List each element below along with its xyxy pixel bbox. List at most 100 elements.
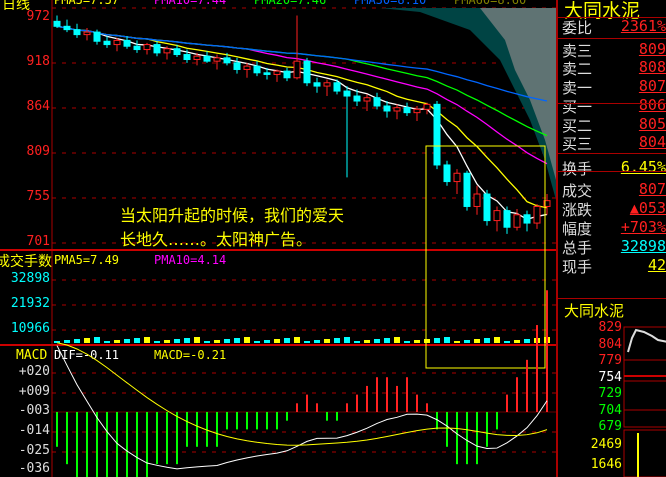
mini-axis-label: 679 <box>598 419 622 434</box>
volume-bar <box>114 340 120 343</box>
volume-bar <box>304 341 310 343</box>
candle <box>483 189 491 226</box>
volume-bar <box>504 341 510 343</box>
volume-pma5: PMA5=7.49 <box>54 253 120 267</box>
volume-bar <box>404 341 410 343</box>
volume-bar <box>144 337 150 343</box>
mini-volume-label: 2469 <box>590 437 622 452</box>
chart-canvas[interactable] <box>0 0 556 477</box>
axis-tick-label: 918 <box>26 54 50 69</box>
volume-bar <box>364 340 370 343</box>
volume-bar <box>514 340 520 343</box>
volume-bar <box>354 341 360 343</box>
dea-line <box>56 342 548 446</box>
candle <box>203 51 211 63</box>
quote-row: 成交 807 <box>562 180 666 200</box>
volume-bar <box>124 339 130 343</box>
quote-label: 卖一 <box>562 79 593 97</box>
quote-label: 买一 <box>562 98 593 116</box>
ma-legend-item: PMA60=8.60 <box>454 0 527 7</box>
quote-row: 委比 2361% <box>562 17 666 37</box>
volume-bar <box>384 338 390 343</box>
candle <box>283 67 291 82</box>
axis-tick-label: 755 <box>26 189 50 204</box>
volume-bar <box>104 341 110 343</box>
candle <box>423 102 431 115</box>
candle <box>133 40 141 53</box>
volume-bar <box>454 341 460 343</box>
candle <box>303 57 311 87</box>
quote-value: 809 <box>638 40 666 58</box>
macd-dif: DIF=-0.11 <box>54 348 120 362</box>
mini-axis-label: 729 <box>598 386 622 401</box>
candle <box>83 27 91 41</box>
mini-chart-title: 大同水泥 <box>564 302 625 320</box>
candle <box>173 44 181 58</box>
volume-bar <box>324 339 330 343</box>
candle <box>503 206 511 234</box>
volume-title: 成交手数 <box>0 254 52 270</box>
candle <box>393 104 401 120</box>
candle <box>523 210 531 232</box>
volume-bar <box>94 337 100 343</box>
volume-bar <box>214 340 220 343</box>
candle <box>183 49 191 63</box>
quote-value: 808 <box>638 58 666 76</box>
candle <box>493 206 501 232</box>
volume-bar <box>184 338 190 343</box>
volume-bar <box>494 337 500 343</box>
candle <box>113 37 121 52</box>
quote-value: 2361% <box>620 17 666 35</box>
ma-legend-item: PMA20=7.46 <box>254 0 327 7</box>
volume-bar <box>194 337 200 343</box>
candle <box>363 94 371 111</box>
candle <box>93 29 101 45</box>
volume-bar <box>254 341 260 343</box>
volume-bar <box>414 340 420 343</box>
volume-bar <box>84 338 90 343</box>
axis-tick-label: 32898 <box>10 271 50 286</box>
quote-value: 32898 <box>620 237 666 255</box>
axis-tick-label: 21932 <box>10 296 50 311</box>
volume-bar <box>464 340 470 343</box>
volume-bar <box>174 339 180 343</box>
axis-tick-label: -003 <box>18 403 50 418</box>
volume-bar <box>274 339 280 343</box>
candle <box>473 185 481 215</box>
quote-value: 804 <box>638 133 666 151</box>
volume-bar <box>64 340 70 343</box>
volume-bar <box>474 339 480 343</box>
quote-row: 涨跌 ▲053 <box>562 199 666 219</box>
axis-tick-label: 10966 <box>10 321 50 336</box>
dif-line <box>56 345 548 470</box>
candle <box>103 36 111 48</box>
candle <box>443 160 451 186</box>
volume-bar <box>204 341 210 343</box>
axis-tick-label: 809 <box>26 144 50 159</box>
quote-value: 807 <box>638 180 666 198</box>
quote-value: 806 <box>638 96 666 114</box>
mini-price-line <box>627 328 666 353</box>
mini-axis-label: 804 <box>598 336 622 352</box>
volume-bar <box>54 341 60 343</box>
candle <box>453 169 461 195</box>
ma-legend-item: PMA5=7.57 <box>54 0 120 7</box>
volume-bar <box>264 340 270 343</box>
volume-bar <box>434 338 440 343</box>
candle <box>543 194 551 215</box>
quote-label: 现手 <box>562 258 593 276</box>
volume-bar <box>294 337 300 343</box>
axis-tick-label: -025 <box>18 443 50 458</box>
ma5-line <box>56 25 548 220</box>
axis-tick-label: -036 <box>18 461 50 476</box>
candle <box>433 101 441 170</box>
axis-tick-label: -014 <box>18 423 50 438</box>
ma-legend-item: PMA10=7.44 <box>154 0 227 7</box>
axis-tick-label: +009 <box>18 384 50 399</box>
candle <box>53 15 61 28</box>
candle <box>263 67 271 80</box>
overlay-text-line1: 当太阳升起的时候，我们的爱天 <box>120 206 345 225</box>
candle <box>233 57 241 74</box>
quote-row: 总手 32898 <box>562 237 666 257</box>
